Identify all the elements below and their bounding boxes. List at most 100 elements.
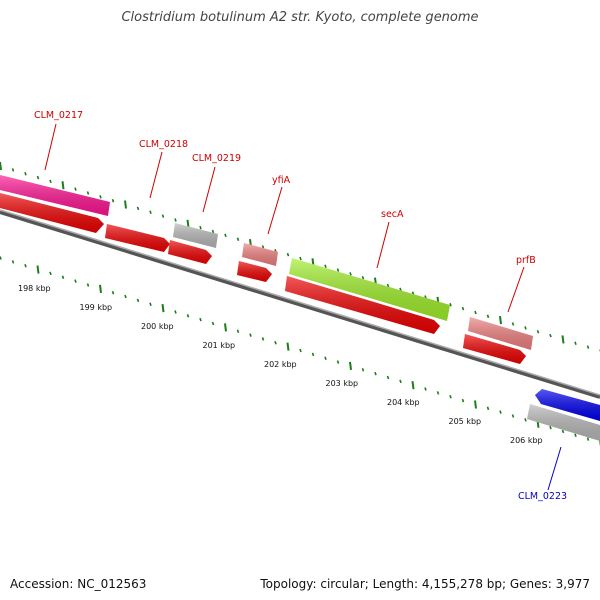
outer-minor-tick [99,195,102,199]
label-yfia: yfiA [272,175,291,186]
inner-minor-tick [574,433,577,438]
inner-major-tick [349,361,352,371]
inner-minor-tick [111,290,115,295]
inner-major-tick [99,284,102,293]
inner-minor-tick [24,263,27,268]
label-leaders [44,123,562,491]
kbp-label: 204 kbp [387,398,420,407]
inner-minor-tick [361,368,365,372]
inner-minor-tick [449,394,452,399]
inner-minor-tick [549,425,552,430]
outer-minor-tick [74,187,77,191]
inner-minor-tick [11,260,15,264]
inner-minor-tick [424,387,427,391]
outer-minor-tick [324,264,327,268]
outer-minor-tick [261,245,265,249]
outer-minor-tick [399,287,402,292]
inner-minor-tick [0,256,2,260]
kbp-label: 205 kbp [449,417,482,426]
inner-minor-tick [199,317,202,322]
inner-minor-tick [461,398,465,403]
inner-minor-tick [336,360,340,364]
label-clm0218: CLM_0218 [139,139,188,150]
inner-major-tick [224,323,227,332]
inner-minor-tick [136,298,140,303]
inner-minor-tick [211,321,215,326]
inner-minor-tick [186,314,190,318]
inner-major-tick [286,342,290,351]
outer-minor-tick [524,326,527,330]
inner-major-tick [474,400,477,409]
inner-minor-tick [124,294,127,299]
inner-minor-tick [49,271,52,276]
outer-minor-tick [86,191,90,195]
label-seca: secA [381,209,404,220]
inner-minor-tick [86,283,90,287]
outer-major-tick [0,161,2,171]
inner-minor-tick [586,437,590,441]
outer-minor-tick [161,214,165,218]
outer-minor-tick [574,341,577,346]
outer-major-tick [499,316,502,325]
inner-minor-tick [374,371,377,376]
genome-backbone [0,210,600,399]
label-prfb: prfB [516,255,536,266]
outer-minor-tick [211,229,215,234]
inner-minor-tick [499,410,502,414]
inner-minor-tick [324,356,327,360]
outer-minor-tick [24,171,27,176]
outer-minor-tick [349,272,352,276]
gene-features [0,175,600,441]
inner-minor-tick [386,375,390,380]
outer-minor-tick [11,168,15,172]
inner-minor-tick [486,406,490,411]
outer-minor-tick [199,225,202,230]
inner-minor-tick [61,275,65,280]
outer-minor-tick [236,237,240,241]
inner-minor-tick [74,279,77,283]
inner-minor-tick [436,391,440,395]
outer-minor-tick [36,175,40,180]
inner-minor-tick [311,352,315,357]
inner-minor-tick [261,337,265,341]
outer-minor-tick [586,345,590,349]
inner-minor-tick [399,379,402,384]
inner-major-tick [161,303,165,313]
outer-major-tick [61,181,65,190]
inner-minor-tick [249,333,252,337]
outer-minor-tick [461,306,465,311]
outer-minor-tick [286,252,290,257]
outer-minor-tick [361,276,365,280]
kbp-label: 199 kbp [80,303,113,312]
inner-tick-track [0,256,600,448]
inner-minor-tick [511,414,515,418]
scale-labels: 198 kbp 199 kbp 200 kbp 201 kbp 202 kbp 203 k… [18,284,543,445]
outer-minor-tick [299,256,302,261]
map-title: Clostridium botulinum A2 str. Kyoto, com… [121,10,479,25]
outer-major-tick [561,335,565,344]
label-clm0223: CLM_0223 [518,491,567,502]
outer-minor-tick [386,283,390,288]
inner-minor-tick [524,418,527,422]
inner-minor-tick [149,302,152,307]
outer-minor-tick [224,233,227,238]
inner-major-tick [36,265,40,274]
kbp-label: 202 kbp [264,360,297,369]
accession-label: Accession: NC_012563 [10,577,147,591]
topology-summary: Topology: circular; Length: 4,155,278 bp… [260,577,590,591]
outer-tick-track [0,161,600,353]
inner-major-tick [411,381,415,390]
label-clm0219: CLM_0219 [192,153,241,164]
kbp-label: 198 kbp [18,284,51,293]
outer-minor-tick [549,333,552,338]
inner-minor-tick [236,329,240,333]
kbp-label: 206 kbp [510,436,543,445]
inner-minor-tick [299,348,302,353]
outer-minor-tick [336,268,340,272]
outer-minor-tick [136,206,140,211]
kbp-label: 200 kbp [141,322,174,331]
outer-minor-tick [449,302,452,307]
kbp-label: 201 kbp [203,341,236,350]
outer-minor-tick [474,310,477,315]
label-clm0217: CLM_0217 [34,110,83,121]
